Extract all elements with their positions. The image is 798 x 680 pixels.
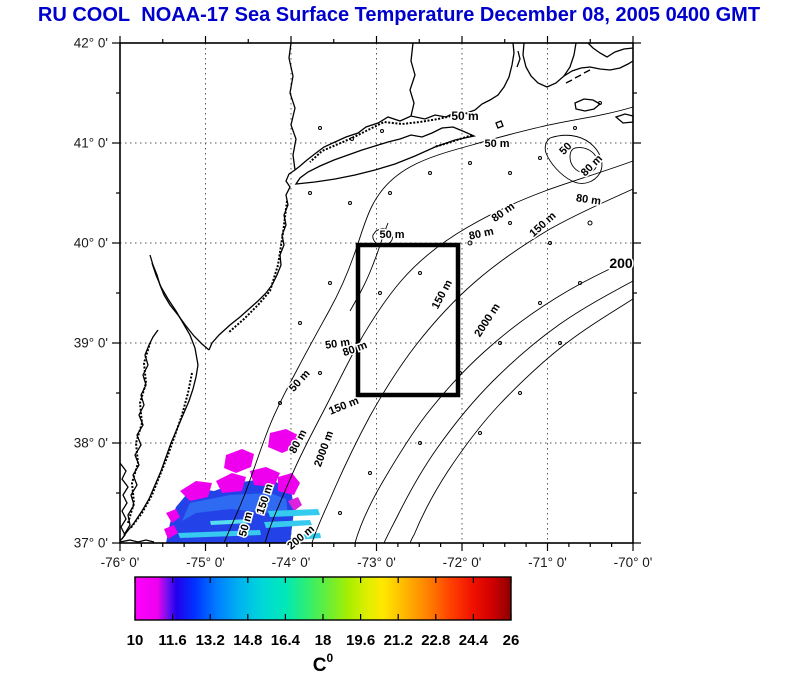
sst-data-patch: [164, 429, 321, 543]
y-tick-label: 42° 0': [74, 36, 108, 51]
colorbar-unit-group: C0: [313, 651, 334, 676]
colorbar-tick-label: 22.8: [421, 632, 450, 649]
x-tick-label: -70° 0': [614, 555, 653, 570]
contour-label: 150 m: [327, 395, 361, 418]
y-tick-label: 37° 0': [74, 536, 108, 551]
contour-label: 50 m: [324, 336, 351, 351]
colorbar-tick-label: 26: [503, 632, 520, 649]
colorbar-gradient-bar: [134, 576, 512, 621]
graticule-gridlines: [120, 43, 633, 543]
y-tick-label: 41° 0': [74, 136, 108, 151]
contour-label: 50 m: [484, 138, 509, 150]
x-axis: -76° 0' -75° 0' -74° 0' -73° 0' -72° 0' -71° …: [101, 36, 653, 570]
colorbar-tick-label: 14.8: [233, 632, 262, 649]
colorbar-tick-label: 11.6: [158, 632, 186, 649]
colorbar-tick-label: 16.4: [271, 632, 301, 649]
x-tick-label: -73° 0': [357, 555, 396, 570]
colorbar-tick-label: 19.6: [346, 632, 375, 649]
y-tick-label: 38° 0': [74, 436, 108, 451]
contour-label: 150 m: [527, 210, 558, 240]
figure-title: RU COOL NOAA-17 Sea Surface Temperature …: [37, 4, 761, 26]
contour-label: 50 m: [287, 368, 313, 395]
colorbar-ticks: [134, 577, 512, 620]
contour-label: 150 m: [430, 278, 455, 311]
contour-label: 50 m: [451, 109, 478, 123]
y-tick-label: 39° 0': [74, 336, 108, 351]
contour-label: 2000 m: [472, 301, 503, 339]
contour-label: 50: [557, 140, 574, 157]
x-tick-label: -72° 0': [443, 555, 482, 570]
contour-label: 80 m: [575, 192, 602, 207]
x-tick-label: -75° 0': [186, 555, 225, 570]
contour-label: 50 m: [379, 229, 404, 241]
colorbar-labels: 10 11.6 13.2 14.8 16.4 18 19.6 21.2 22.8 24.4 26: [127, 632, 520, 649]
colorbar-tick-label: 21.2: [384, 632, 413, 649]
bathymetry-contours: [223, 106, 634, 544]
contour-label: 2000 m: [312, 429, 336, 468]
contour-label: 80 m: [468, 226, 495, 243]
colorbar-tick-label: 10: [127, 632, 144, 649]
colorbar-tick-label: 13.2: [196, 632, 225, 649]
x-tick-label: -74° 0': [272, 555, 311, 570]
colorbar-tick-label: 24.4: [459, 632, 489, 649]
y-tick-label: 40° 0': [74, 236, 108, 251]
study-area-box: [355, 242, 461, 398]
x-tick-label: -76° 0': [101, 555, 140, 570]
contour-label: 200: [609, 255, 633, 271]
y-axis: 42° 0' 41° 0' 40° 0' 39° 0' 38° 0' 37° 0': [74, 36, 641, 551]
colorbar: 10 11.6 13.2 14.8 16.4 18 19.6 21.2 22.8 24.4 26 C…: [127, 576, 520, 676]
colorbar-unit: C0: [313, 651, 334, 676]
colorbar-tick-label: 18: [315, 632, 332, 649]
coastline: [119, 42, 634, 543]
x-tick-label: -71° 0': [528, 555, 567, 570]
